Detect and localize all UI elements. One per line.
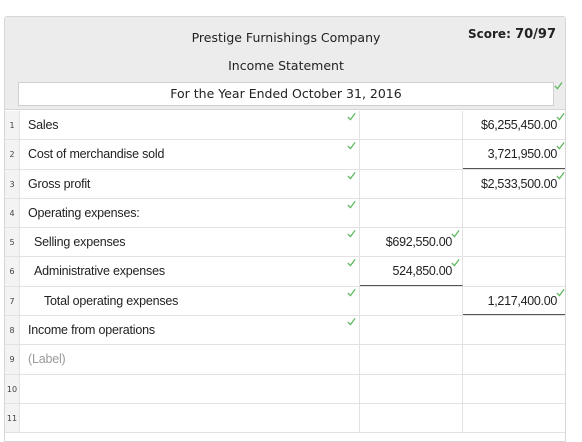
- row-number: 6: [5, 257, 20, 286]
- checkmark-icon: [554, 81, 563, 90]
- label-text: Selling expenses: [34, 235, 126, 250]
- company-name: Prestige Furnishings Company: [191, 30, 381, 45]
- table-row: 7 Total operating expenses 1,217,400.00: [5, 286, 565, 317]
- statement-title: Income Statement: [228, 58, 344, 73]
- checkmark-icon: [556, 141, 565, 150]
- score-display: Score: 70/97: [468, 27, 556, 42]
- label-text: Total operating expenses: [44, 293, 179, 308]
- checkmark-icon: [347, 141, 356, 150]
- amount-cell-col2[interactable]: 3,721,950.00: [463, 140, 565, 169]
- amount-text: 1,217,400.00: [487, 293, 558, 308]
- period-field[interactable]: For the Year Ended October 31, 2016: [18, 82, 554, 106]
- label-cell[interactable]: Selling expenses: [20, 228, 360, 257]
- amount-cell-col1[interactable]: [360, 286, 463, 316]
- amount-cell-col1[interactable]: [360, 198, 463, 228]
- label-cell[interactable]: Administrative expenses: [20, 257, 360, 286]
- amount-cell-col1[interactable]: [360, 111, 463, 140]
- table-row: 3 Gross profit $2,533,500.00: [5, 169, 565, 199]
- amount-cell-col2[interactable]: [463, 375, 565, 403]
- row-number: 3: [5, 169, 20, 198]
- statement-header: Score: 70/97 Prestige Furnishings Compan…: [5, 17, 565, 110]
- amount-cell-col2[interactable]: $6,255,450.00: [463, 111, 565, 139]
- checkmark-icon: [347, 171, 356, 180]
- table-row: 6 Administrative expenses 524,850.00: [5, 257, 565, 287]
- row-number: 1: [5, 111, 20, 140]
- label-cell[interactable]: Gross profit: [20, 169, 360, 198]
- amount-cell-col2[interactable]: 1,217,400.00: [463, 287, 565, 316]
- label-cell[interactable]: [20, 403, 360, 433]
- amount-text: 3,721,950.00: [487, 147, 558, 162]
- row-number: 2: [5, 140, 20, 169]
- amount-cell-col2[interactable]: [463, 228, 565, 256]
- amount-cell-col1[interactable]: [360, 140, 463, 169]
- amount-cell-col1[interactable]: $692,550.00: [360, 228, 463, 257]
- label-cell[interactable]: Cost of merchandise sold: [20, 140, 360, 169]
- amount-text: 524,850.00: [392, 264, 452, 279]
- row-number: 9: [5, 345, 20, 374]
- row-number: 11: [5, 403, 20, 433]
- row-number: 4: [5, 198, 20, 228]
- amount-text: $6,255,450.00: [480, 118, 557, 132]
- score-label: Score:: [468, 27, 511, 41]
- label-text: Cost of merchandise sold: [28, 147, 165, 162]
- statement-grid: 1 Sales $6,255,450.00 2 Cost of merchand…: [5, 111, 565, 434]
- label-text: Income from operations: [28, 323, 155, 338]
- label-cell[interactable]: (Label): [20, 345, 360, 374]
- checkmark-icon: [347, 112, 356, 121]
- amount-cell-col1[interactable]: [360, 345, 463, 374]
- table-row: 9 (Label): [5, 345, 565, 375]
- checkmark-icon: [451, 258, 460, 268]
- row-number: 5: [5, 228, 20, 257]
- checkmark-icon: [347, 288, 356, 297]
- row-number: 10: [5, 374, 20, 403]
- table-row: 11: [5, 403, 565, 434]
- checkmark-icon: [347, 200, 356, 209]
- table-row: 8 Income from operations: [5, 316, 565, 346]
- checkmark-icon: [451, 229, 460, 238]
- amount-cell-col2[interactable]: [463, 404, 565, 432]
- label-cell[interactable]: Income from operations: [20, 316, 360, 345]
- table-row: 10: [5, 374, 565, 404]
- checkmark-icon: [347, 229, 356, 238]
- checkmark-icon: [556, 171, 565, 180]
- checkmark-icon: [347, 317, 356, 326]
- label-cell[interactable]: Total operating expenses: [20, 286, 360, 316]
- label-text: Operating expenses:: [28, 205, 140, 220]
- amount-cell-col1[interactable]: [360, 316, 463, 345]
- table-row: 1 Sales $6,255,450.00: [5, 111, 565, 141]
- label-text: Sales: [28, 118, 59, 132]
- checkmark-icon: [556, 112, 565, 121]
- amount-cell-col2[interactable]: [463, 257, 565, 285]
- amount-cell-col1[interactable]: 524,850.00: [360, 257, 463, 286]
- row-number: 8: [5, 316, 20, 345]
- label-text: (Label): [28, 352, 66, 367]
- label-cell[interactable]: Operating expenses:: [20, 198, 360, 228]
- amount-cell-col2[interactable]: $2,533,500.00: [463, 170, 565, 198]
- row-number: 7: [5, 286, 20, 316]
- amount-cell-col2[interactable]: [463, 199, 565, 227]
- amount-cell-col1[interactable]: [360, 169, 463, 198]
- table-row: 4 Operating expenses:: [5, 198, 565, 229]
- amount-cell-col1[interactable]: [360, 374, 463, 403]
- table-row: 2 Cost of merchandise sold 3,721,950.00: [5, 140, 565, 170]
- checkmark-icon: [556, 288, 565, 297]
- income-statement-sheet: Score: 70/97 Prestige Furnishings Compan…: [4, 16, 566, 442]
- checkmark-icon: [347, 258, 356, 268]
- amount-text: $2,533,500.00: [480, 176, 557, 191]
- amount-text: $692,550.00: [385, 235, 453, 250]
- amount-cell-col1[interactable]: [360, 403, 463, 433]
- table-row: 5 Selling expenses $692,550.00: [5, 228, 565, 258]
- label-cell[interactable]: Sales: [20, 111, 360, 140]
- label-text: Administrative expenses: [34, 264, 165, 279]
- amount-cell-col2[interactable]: [463, 316, 565, 344]
- label-cell[interactable]: [20, 374, 360, 403]
- amount-cell-col2[interactable]: [463, 345, 565, 373]
- score-value: 70/97: [515, 27, 556, 42]
- label-text: Gross profit: [28, 176, 91, 191]
